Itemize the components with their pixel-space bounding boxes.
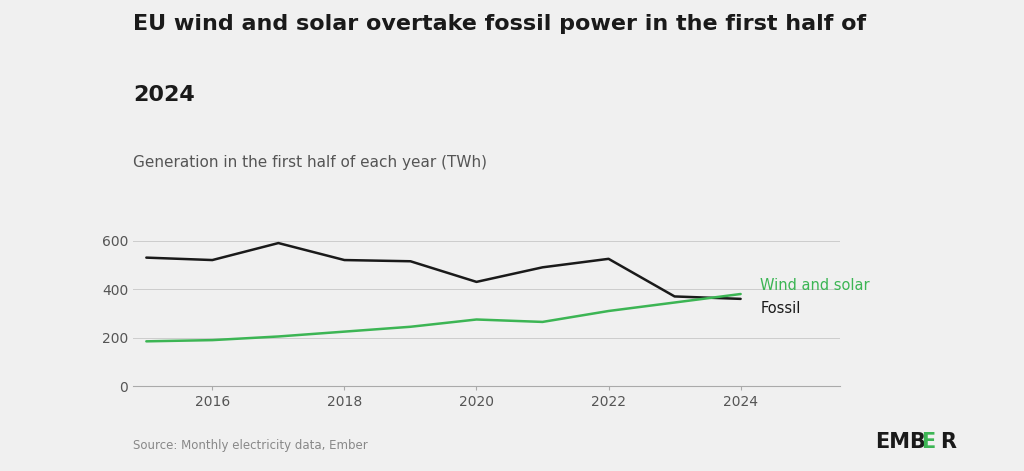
Text: EU wind and solar overtake fossil power in the first half of: EU wind and solar overtake fossil power … — [133, 14, 866, 34]
Text: EMB: EMB — [876, 432, 927, 452]
Text: Wind and solar: Wind and solar — [761, 278, 870, 293]
Text: Source: Monthly electricity data, Ember: Source: Monthly electricity data, Ember — [133, 439, 368, 452]
Text: E: E — [922, 432, 936, 452]
Text: Fossil: Fossil — [761, 301, 801, 317]
Text: Generation in the first half of each year (TWh): Generation in the first half of each yea… — [133, 155, 487, 171]
Text: R: R — [940, 432, 956, 452]
Text: 2024: 2024 — [133, 85, 195, 105]
